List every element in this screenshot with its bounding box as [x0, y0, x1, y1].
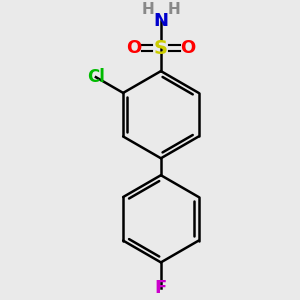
Text: S: S — [154, 39, 168, 58]
Text: H: H — [168, 2, 181, 17]
Text: N: N — [153, 12, 168, 30]
Text: H: H — [141, 2, 154, 17]
Text: Cl: Cl — [87, 68, 105, 86]
Text: O: O — [181, 39, 196, 57]
Text: O: O — [126, 39, 141, 57]
Text: F: F — [155, 279, 167, 297]
